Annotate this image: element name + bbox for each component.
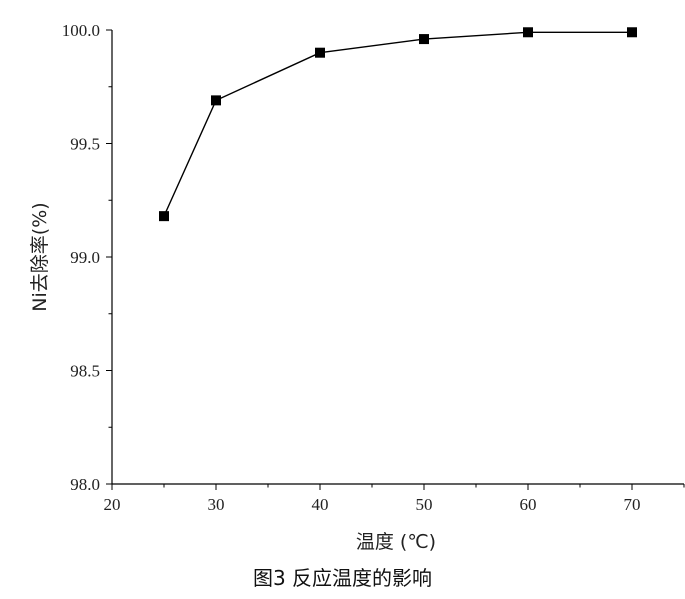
data-point-marker xyxy=(523,27,533,38)
data-point-marker xyxy=(211,95,221,106)
data-point-marker xyxy=(419,34,429,45)
y-tick-label: 100.0 xyxy=(62,21,100,40)
x-tick-label: 60 xyxy=(520,495,537,514)
x-ticks: 20 30 40 50 60 70 xyxy=(104,484,685,514)
y-tick-label: 99.0 xyxy=(70,248,100,267)
x-tick-label: 70 xyxy=(624,495,641,514)
chart: 20 30 40 50 60 70 98.0 98.5 99.0 99.5 100.0 温度 (℃… xyxy=(29,21,685,553)
x-tick-label: 20 xyxy=(104,495,121,514)
x-axis-title: 温度 (℃) xyxy=(356,531,436,553)
x-tick-label: 50 xyxy=(416,495,433,514)
y-tick-label: 99.5 xyxy=(70,135,100,154)
series-line xyxy=(163,31,632,217)
data-point-marker xyxy=(315,47,325,58)
y-tick-label: 98.5 xyxy=(70,362,100,381)
axes-frame xyxy=(111,30,684,485)
x-tick-label: 30 xyxy=(208,495,225,514)
x-tick-label: 40 xyxy=(312,495,329,514)
data-point-marker xyxy=(159,211,169,222)
y-tick-label: 98.0 xyxy=(70,475,100,494)
y-axis-title: Ni去除率(%) xyxy=(29,202,51,311)
data-point-marker xyxy=(627,27,637,38)
y-ticks: 98.0 98.5 99.0 99.5 100.0 xyxy=(62,21,112,494)
figure-caption: 图3 反应温度的影响 xyxy=(252,566,433,590)
series-layer xyxy=(159,27,637,222)
